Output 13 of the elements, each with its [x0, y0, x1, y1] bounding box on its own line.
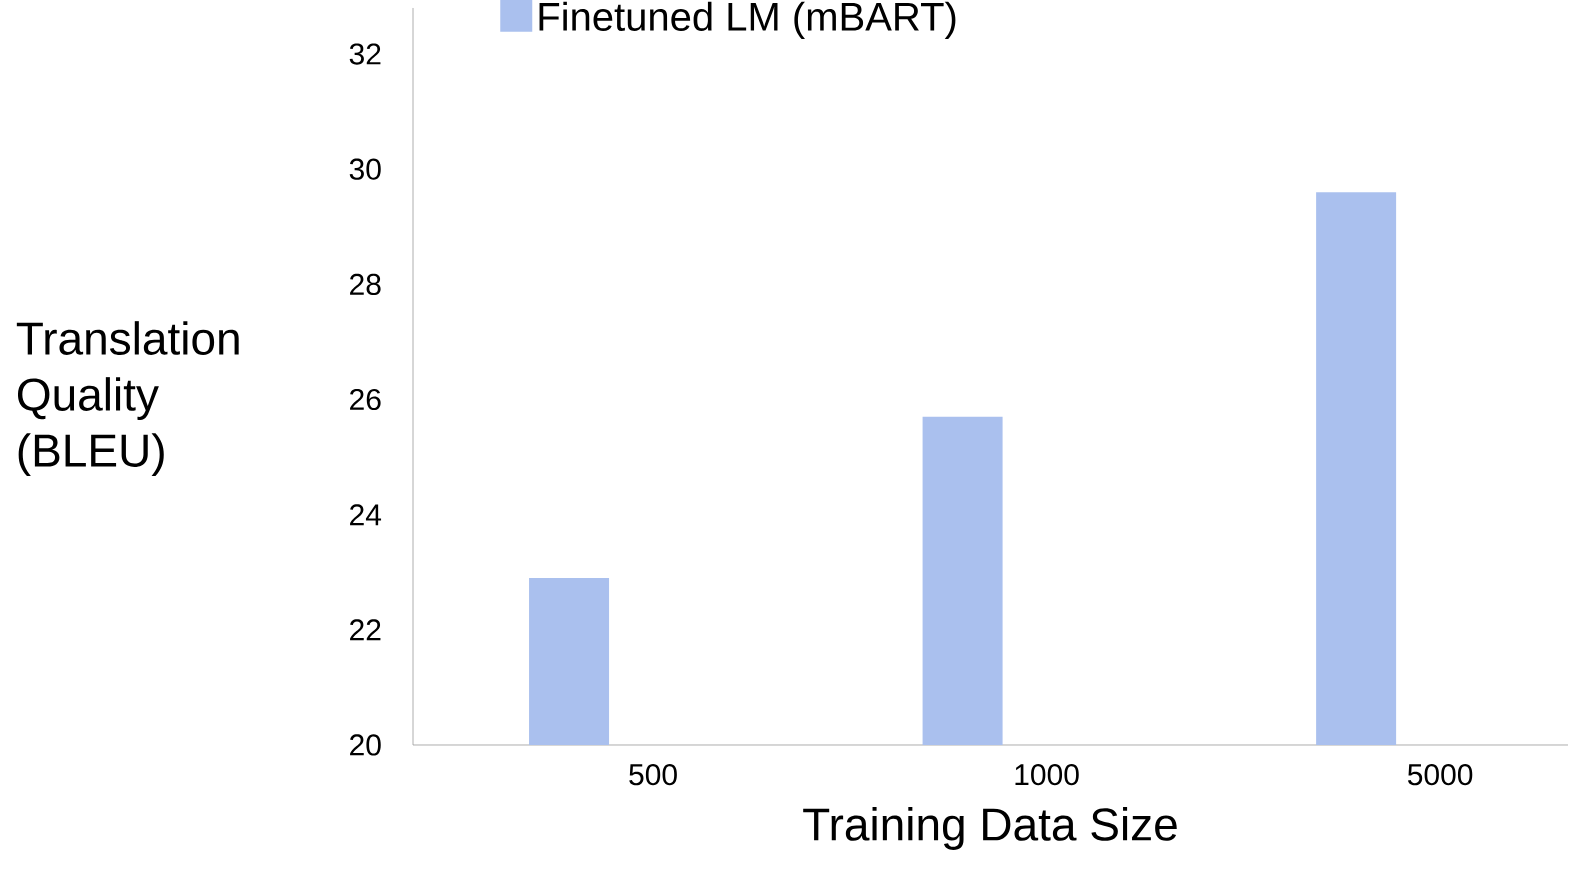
y-tick-label: 32 [349, 43, 381, 65]
legend-label: Finetuned LM (mBART) [539, 1, 956, 39]
y-tick-label: 28 [350, 273, 381, 295]
y-tick-label: 26 [350, 388, 381, 411]
y-axis-title: Translation Quality (BLEU) [16, 321, 239, 477]
x-tick-label: 500 [629, 764, 677, 786]
y-tick-label: 20 [350, 734, 381, 756]
x-tick-label: 5000 [1407, 764, 1473, 786]
x-tick-label: 1000 [1015, 764, 1079, 786]
x-axis-title: Training Data Size [803, 807, 1177, 850]
y-tick-label: 22 [350, 619, 381, 641]
y-tick-label: 30 [349, 158, 381, 180]
y-tick-label: 24 [350, 504, 382, 526]
